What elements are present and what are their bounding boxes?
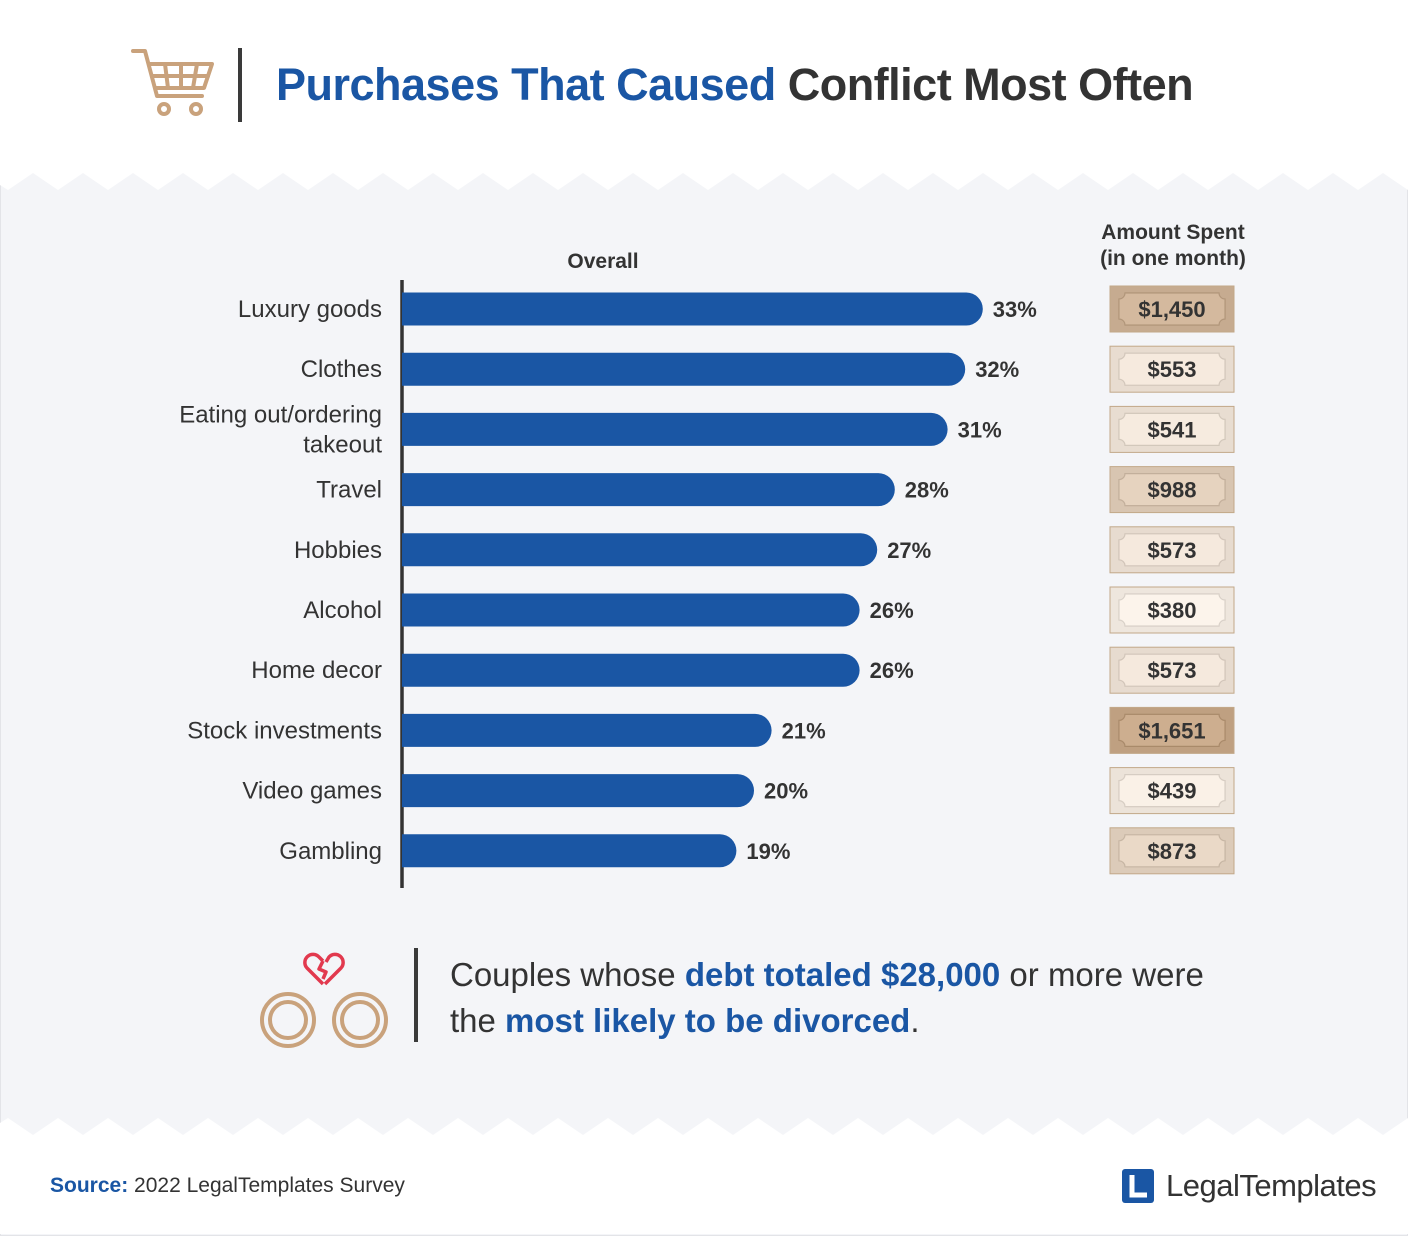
shopping-cart-icon [131, 49, 214, 116]
callout-text-1: Couples whose [450, 956, 685, 993]
category-label: Gambling [279, 838, 382, 865]
bar [402, 412, 948, 446]
amount-badge-inner [1118, 352, 1226, 386]
amount-badge-inner [1118, 653, 1226, 687]
amount-label: $439 [1148, 779, 1197, 804]
bar-value-label: 20% [764, 779, 808, 804]
amount-label: $1,450 [1138, 297, 1205, 322]
bar-value-label: 26% [870, 658, 914, 683]
amount-badge-inner [1118, 713, 1226, 747]
title-rest: Conflict Most Often [787, 59, 1194, 110]
amount-badge-inner [1118, 593, 1226, 627]
callout-highlight-debt: debt totaled $28,000 [684, 956, 1001, 993]
amount-header-line-2: (in one month) [1100, 247, 1246, 270]
amount-badge-inner [1118, 473, 1226, 507]
amount-badge-inner [1118, 533, 1226, 567]
divorce-callout: Couples whose debt totaled $28,000 or mo… [450, 952, 1210, 1044]
footer-band [0, 1118, 1408, 1234]
category-label: Eating out/ordering takeout [179, 401, 382, 458]
callout-highlight-divorced: most likely to be divorced [505, 1002, 911, 1039]
callout-text-2: or more were the [450, 956, 1204, 1039]
category-label: Travel [316, 477, 382, 504]
amount-label: $380 [1148, 598, 1197, 623]
title-divider [238, 48, 242, 122]
amount-label: $988 [1148, 478, 1197, 503]
category-label: Hobbies [294, 537, 382, 564]
category-label: Luxury goods [238, 296, 382, 323]
amount-label: $541 [1148, 417, 1197, 442]
callout-divider [414, 948, 418, 1042]
amount-badge-inner [1118, 412, 1226, 446]
bar-value-label: 28% [905, 478, 949, 503]
bar [402, 352, 966, 386]
callout-text-3: . [910, 1002, 920, 1039]
amount-badge-inner [1118, 774, 1226, 808]
bar [402, 593, 860, 627]
amount-label: $873 [1148, 839, 1197, 864]
wedding-rings-broken-heart-icon [260, 952, 388, 1048]
bar [402, 774, 755, 808]
bar-value-label: 26% [870, 598, 914, 623]
amount-label: $1,651 [1138, 718, 1205, 743]
amount-badge-inner [1118, 292, 1226, 326]
category-label: Stock investments [187, 717, 382, 744]
category-label: Video games [242, 778, 382, 805]
bar-value-label: 19% [746, 839, 790, 864]
legaltemplates-logo-icon [1122, 1169, 1154, 1203]
source-label: Source: [50, 1174, 129, 1197]
category-label: Home decor [251, 657, 382, 684]
bar [402, 292, 983, 326]
amount-label: $573 [1148, 538, 1197, 563]
bar [402, 473, 895, 507]
bar-value-label: 21% [782, 718, 826, 743]
bar-value-label: 31% [958, 417, 1002, 442]
bar [402, 834, 737, 868]
amount-header-line-1: Amount Spent [1101, 221, 1245, 244]
header-band [0, 0, 1408, 190]
logo-text: LegalTemplates [1166, 1168, 1377, 1203]
source-note: Source: 2022 LegalTemplates Survey [50, 1174, 405, 1198]
category-label: Clothes [301, 356, 382, 383]
legaltemplates-logo: LegalTemplates [1122, 1166, 1377, 1206]
bar-value-label: 33% [993, 297, 1037, 322]
amount-badge-inner [1118, 834, 1226, 868]
bar-value-label: 32% [975, 357, 1019, 382]
page-title: Purchases That Caused Conflict Most Ofte… [276, 52, 1194, 118]
amount-spent-header: Amount Spent (in one month) [1060, 220, 1286, 272]
overall-column-header: Overall [567, 250, 638, 273]
bar-value-label: 27% [887, 538, 931, 563]
title-accent: Purchases That Caused [276, 59, 776, 110]
broken-heart-icon [303, 952, 345, 986]
bar [402, 533, 878, 567]
bar [402, 653, 860, 687]
bar [402, 713, 772, 747]
amount-label: $553 [1148, 357, 1197, 382]
category-label: Alcohol [303, 597, 382, 624]
source-text: 2022 LegalTemplates Survey [134, 1174, 405, 1197]
amount-label: $573 [1148, 658, 1197, 683]
